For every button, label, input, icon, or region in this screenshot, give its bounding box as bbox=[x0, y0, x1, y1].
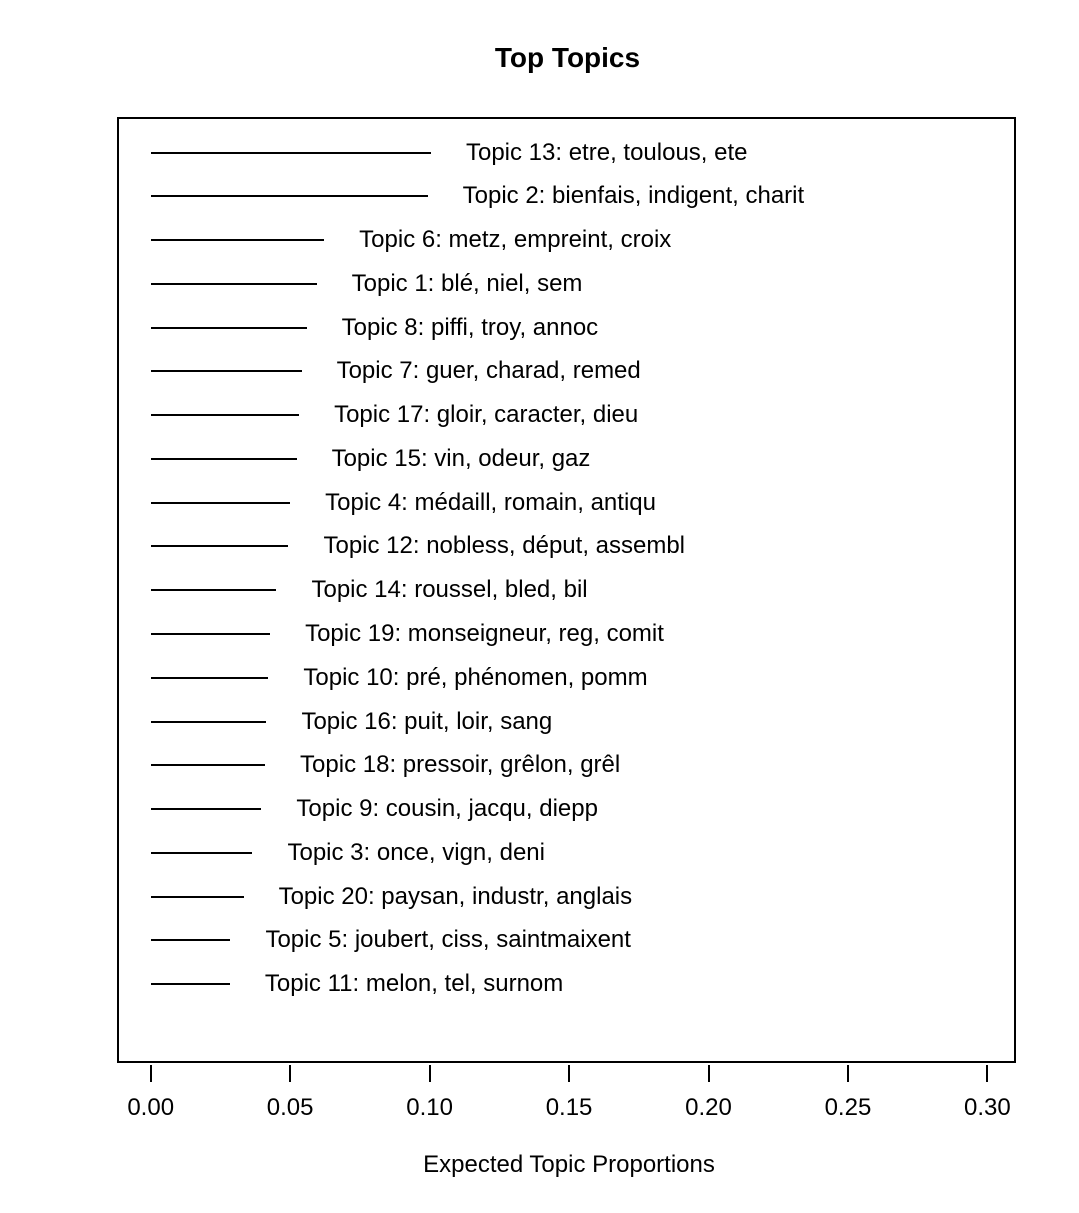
topic-label: Topic 16: puit, loir, sang bbox=[301, 707, 553, 735]
topic-label: Topic 6: metz, empreint, croix bbox=[359, 226, 672, 254]
topic-line bbox=[150, 195, 428, 198]
topic-line bbox=[150, 676, 269, 679]
topic-line bbox=[150, 501, 291, 504]
x-tick-mark bbox=[149, 1065, 152, 1082]
topic-label: Topic 13: etre, toulous, ete bbox=[465, 138, 748, 166]
topic-line bbox=[150, 370, 302, 373]
topic-line bbox=[150, 326, 307, 329]
topic-label: Topic 7: guer, charad, remed bbox=[336, 357, 641, 385]
topic-label: Topic 15: vin, odeur, gaz bbox=[331, 444, 591, 472]
topic-line bbox=[150, 808, 262, 811]
topic-label: Topic 12: nobless, déput, assembl bbox=[323, 532, 686, 560]
topic-line bbox=[150, 939, 231, 942]
x-tick-mark bbox=[986, 1065, 989, 1082]
x-tick-label: 0.00 bbox=[127, 1094, 175, 1121]
topic-line bbox=[150, 851, 253, 854]
topic-line bbox=[150, 589, 277, 592]
topic-label: Topic 18: pressoir, grêlon, grêl bbox=[300, 751, 621, 779]
x-tick-label: 0.10 bbox=[406, 1094, 453, 1121]
topic-line bbox=[150, 545, 289, 548]
x-tick-mark bbox=[428, 1065, 431, 1082]
topic-label: Topic 3: once, vign, deni bbox=[287, 838, 545, 866]
topic-label: Topic 20: paysan, industr, anglais bbox=[278, 882, 633, 910]
x-tick-mark bbox=[846, 1065, 849, 1082]
topic-line bbox=[150, 764, 266, 767]
topic-line bbox=[150, 720, 267, 723]
x-tick-label: 0.25 bbox=[824, 1094, 872, 1121]
x-tick-mark bbox=[707, 1065, 710, 1082]
topic-label: Topic 5: joubert, ciss, saintmaixent bbox=[265, 926, 631, 954]
topic-line bbox=[150, 239, 325, 242]
topic-label: Topic 1: blé, niel, sem bbox=[351, 269, 583, 297]
topic-label: Topic 14: roussel, bled, bil bbox=[311, 576, 588, 604]
topic-label: Topic 2: bienfais, indigent, charit bbox=[462, 182, 805, 210]
topic-label: Topic 11: melon, tel, surnom bbox=[264, 970, 564, 998]
x-axis-title: Expected Topic Proportions bbox=[423, 1151, 715, 1178]
topic-line bbox=[150, 457, 297, 460]
topic-line bbox=[150, 983, 230, 986]
topic-line bbox=[150, 632, 271, 635]
x-tick-label: 0.30 bbox=[964, 1094, 1011, 1121]
topic-label: Topic 9: cousin, jacqu, diepp bbox=[296, 795, 598, 823]
topic-label: Topic 17: gloir, caracter, dieu bbox=[334, 401, 639, 429]
chart-title: Top Topics bbox=[494, 42, 641, 73]
topic-label: Topic 4: médaill, romain, antiqu bbox=[325, 488, 656, 516]
topic-label: Topic 10: pré, phénomen, pomm bbox=[303, 663, 648, 691]
x-tick-mark bbox=[289, 1065, 292, 1082]
topic-label: Topic 8: piffi, troy, annoc bbox=[341, 313, 599, 341]
x-tick-label: 0.20 bbox=[685, 1094, 732, 1121]
topic-line bbox=[150, 151, 431, 154]
topic-line bbox=[150, 282, 317, 285]
x-tick-mark bbox=[568, 1065, 571, 1082]
topic-label: Topic 19: monseigneur, reg, comit bbox=[305, 619, 664, 647]
x-tick-label: 0.15 bbox=[545, 1094, 593, 1121]
topic-line bbox=[150, 895, 244, 898]
x-tick-label: 0.05 bbox=[266, 1094, 314, 1121]
topic-line bbox=[150, 414, 300, 417]
